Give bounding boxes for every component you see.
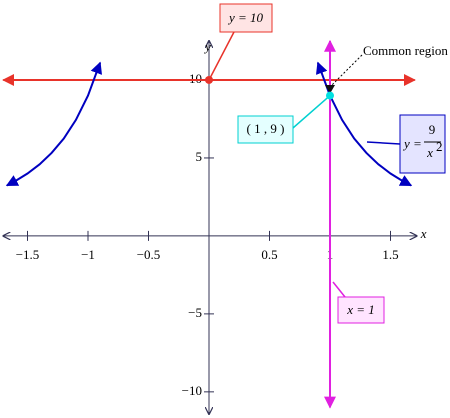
line-label: y = 10 [227, 10, 264, 25]
curve [315, 61, 413, 187]
common-region [325, 84, 335, 94]
vline-label: x = 1 [346, 302, 375, 317]
x-tick-label: −1.5 [16, 247, 40, 262]
y-axis-label: y [203, 39, 211, 54]
y-tick-label: 5 [196, 149, 203, 164]
x-tick-label: −0.5 [137, 247, 161, 262]
point-label: ( 1 , 9 ) [247, 121, 285, 136]
curve-label-num: 9 [429, 122, 436, 137]
x-axis-label: x [420, 226, 427, 241]
label-box [337, 296, 385, 324]
y-tick-label: −10 [182, 383, 202, 398]
y-tick-label: −5 [188, 305, 202, 320]
point [205, 75, 213, 84]
curve-label-exp: 2 [436, 139, 443, 154]
x-tick-label: −1 [81, 247, 95, 262]
curve-label-den: x [426, 145, 433, 160]
curve [5, 61, 103, 187]
y-tick-label: 10 [189, 71, 202, 86]
x-tick-label: 0.5 [261, 247, 277, 262]
connector [208, 31, 235, 81]
connector [330, 54, 363, 87]
point [326, 91, 334, 100]
label-box [219, 3, 273, 33]
connector [366, 141, 401, 145]
connector [332, 281, 346, 298]
label-box [399, 114, 446, 174]
curve-label-lhs: y = [402, 136, 422, 151]
region-label: Common region [363, 43, 448, 58]
x-tick-label: 1.5 [382, 247, 398, 262]
connector [292, 95, 331, 129]
label-box [237, 115, 294, 144]
